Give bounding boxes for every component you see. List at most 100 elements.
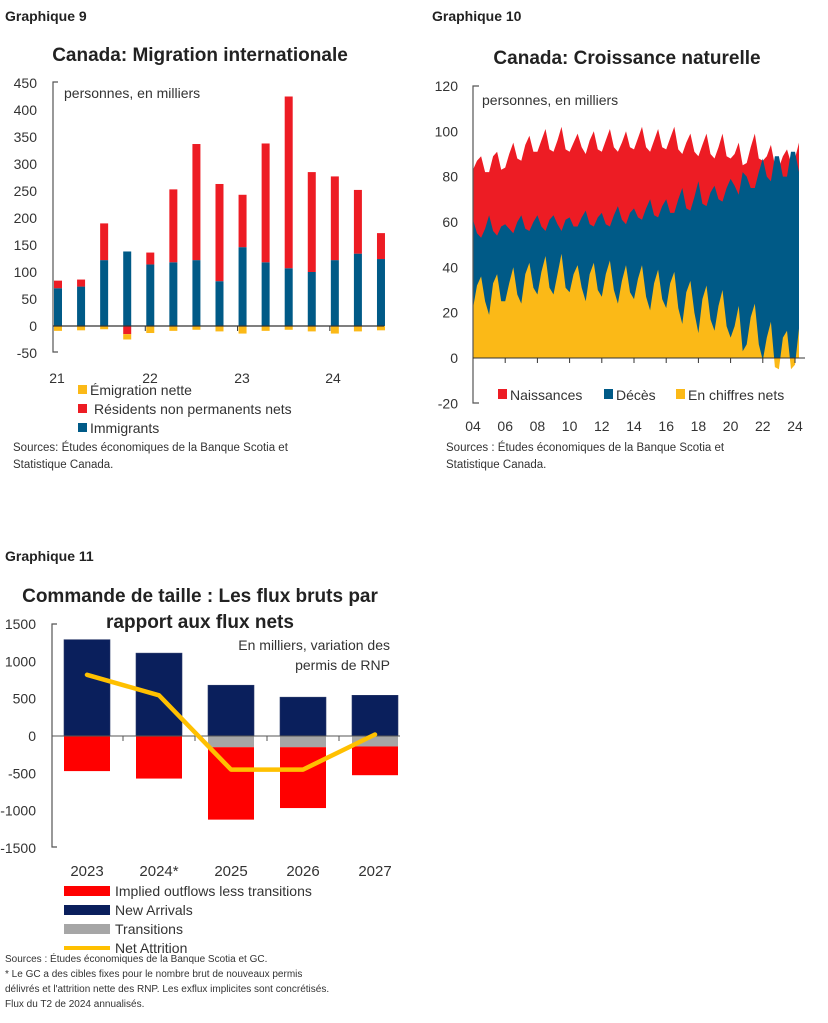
chart-11-unit-1: En milliers, variation des xyxy=(238,637,390,653)
bar-immigrants xyxy=(261,262,270,326)
x-tick-label: 2027 xyxy=(358,863,391,880)
bar-emigration xyxy=(307,326,316,332)
x-tick-label: 21 xyxy=(49,370,65,386)
x-tick-label: 24 xyxy=(325,370,341,386)
legend-swatch-npr xyxy=(78,404,87,413)
bar-new-arrivals xyxy=(279,696,327,737)
x-tick-label: 22 xyxy=(142,370,158,386)
legend-label-emigration: Émigration nette xyxy=(90,382,192,398)
y-tick-label: -1500 xyxy=(0,840,36,856)
chart-9-x-ticks: 21 22 23 24 xyxy=(49,326,341,386)
y-tick-label: 100 xyxy=(14,264,38,280)
legend-label-transitions: Transitions xyxy=(115,921,183,937)
chart-9-title: Canada: Migration internationale xyxy=(52,45,348,66)
y-tick-label: 100 xyxy=(435,123,459,139)
chart-10-areas xyxy=(473,126,799,370)
bar-emigration xyxy=(330,326,339,334)
chart-10-y-axis xyxy=(472,85,479,404)
chart-9: Graphique 9 Canada: Migration internatio… xyxy=(5,8,385,471)
bar-immigrants xyxy=(215,281,224,326)
chart-9-legend: Émigration nette Résidents non permanent… xyxy=(78,382,292,436)
chart-11: Graphique 11 Commande de taille : Les fl… xyxy=(0,548,400,1010)
bar-immigrants xyxy=(353,253,362,326)
bar-immigrants xyxy=(238,247,247,326)
bar-npr xyxy=(215,183,224,282)
y-tick-label: 50 xyxy=(21,291,37,307)
legend-swatch-transitions xyxy=(64,924,110,934)
bar-transitions xyxy=(352,736,398,747)
chart-9-y-axis xyxy=(52,81,58,353)
line-net-attrition xyxy=(84,672,378,772)
bar-immigrants xyxy=(123,251,132,326)
chart-11-bars xyxy=(63,639,399,820)
chart-10-x-ticks: 04 06 08 10 12 14 16 18 20 22 24 xyxy=(465,358,803,434)
chart-11-sources-1: Sources : Études économiques de la Banqu… xyxy=(5,952,267,965)
bar-new-arrivals xyxy=(207,684,255,737)
chart-11-label: Graphique 11 xyxy=(5,548,94,564)
y-tick-label: 20 xyxy=(442,305,458,321)
x-tick-label: 10 xyxy=(562,418,578,434)
bar-transitions xyxy=(208,736,254,748)
x-tick-label: 2023 xyxy=(70,863,103,880)
bar-npr xyxy=(146,252,155,265)
legend-label-npr: Résidents non permanents nets xyxy=(94,401,292,417)
bar-emigration xyxy=(284,326,293,330)
bar-npr xyxy=(54,280,62,289)
bar-immigrants xyxy=(100,260,109,326)
chart-11-title-line-2: rapport aux flux nets xyxy=(106,612,294,633)
bar-new-arrivals xyxy=(63,639,111,737)
legend-swatch-new-arrivals xyxy=(64,905,110,915)
bar-new-arrivals xyxy=(351,695,399,737)
bar-outflows xyxy=(64,736,110,772)
legend-swatch-emigration xyxy=(78,385,87,394)
x-tick-label: 04 xyxy=(465,418,481,434)
bar-emigration xyxy=(238,326,247,334)
x-tick-label: 08 xyxy=(530,418,546,434)
y-tick-label: 250 xyxy=(14,183,38,199)
y-tick-label: 500 xyxy=(13,691,37,707)
x-tick-label: 2026 xyxy=(286,863,319,880)
y-tick-label: 0 xyxy=(450,350,458,366)
bar-emigration xyxy=(146,326,155,334)
chart-10-legend: Naissances Décès En chiffres nets xyxy=(498,387,784,403)
bar-emigration xyxy=(261,326,270,331)
x-tick-label: 16 xyxy=(658,418,674,434)
chart-11-sources-3: délivrés et l'attrition nette des RNP. L… xyxy=(5,984,329,995)
bar-immigrants xyxy=(192,260,201,326)
chart-11-unit-2: permis de RNP xyxy=(295,657,390,673)
bar-npr xyxy=(330,176,339,261)
chart-10-y-ticks: 120 100 80 60 40 20 0 -20 xyxy=(435,78,459,411)
x-tick-label: 14 xyxy=(626,418,642,434)
bar-immigrants xyxy=(284,268,293,326)
bar-emigration xyxy=(77,326,86,331)
bar-npr xyxy=(261,143,270,263)
chart-9-unit: personnes, en milliers xyxy=(64,85,200,101)
bar-immigrants xyxy=(54,288,62,326)
legend-swatch-net xyxy=(676,389,685,399)
legend-label-net: En chiffres nets xyxy=(688,387,784,403)
y-tick-label: 400 xyxy=(14,102,38,118)
y-tick-label: -500 xyxy=(8,765,36,781)
legend-swatch-outflows xyxy=(64,886,110,896)
y-tick-label: 80 xyxy=(442,169,458,185)
chart-9-bars xyxy=(54,96,385,340)
y-tick-label: 150 xyxy=(14,237,38,253)
bar-emigration xyxy=(192,326,201,330)
y-tick-label: 120 xyxy=(435,78,459,94)
chart-11-line-layer xyxy=(84,672,378,772)
x-tick-label: 2025 xyxy=(214,863,247,880)
legend-label-deaths: Décès xyxy=(616,387,656,403)
chart-9-sources-2: Statistique Canada. xyxy=(13,459,113,471)
bar-immigrants xyxy=(330,260,339,326)
y-tick-label: 300 xyxy=(14,156,38,172)
chart-10: Graphique 10 Canada: Croissance naturell… xyxy=(432,8,805,471)
bar-immigrants xyxy=(77,286,86,326)
bar-emigration xyxy=(123,334,132,340)
chart-11-legend: Implied outflows less transitions New Ar… xyxy=(64,883,312,956)
x-tick-label: 22 xyxy=(755,418,771,434)
chart-11-x-ticks: 2023 2024* 2025 2026 2027 xyxy=(70,736,392,880)
x-tick-label: 12 xyxy=(594,418,610,434)
bar-immigrants xyxy=(307,272,316,326)
legend-swatch-births xyxy=(498,389,507,399)
